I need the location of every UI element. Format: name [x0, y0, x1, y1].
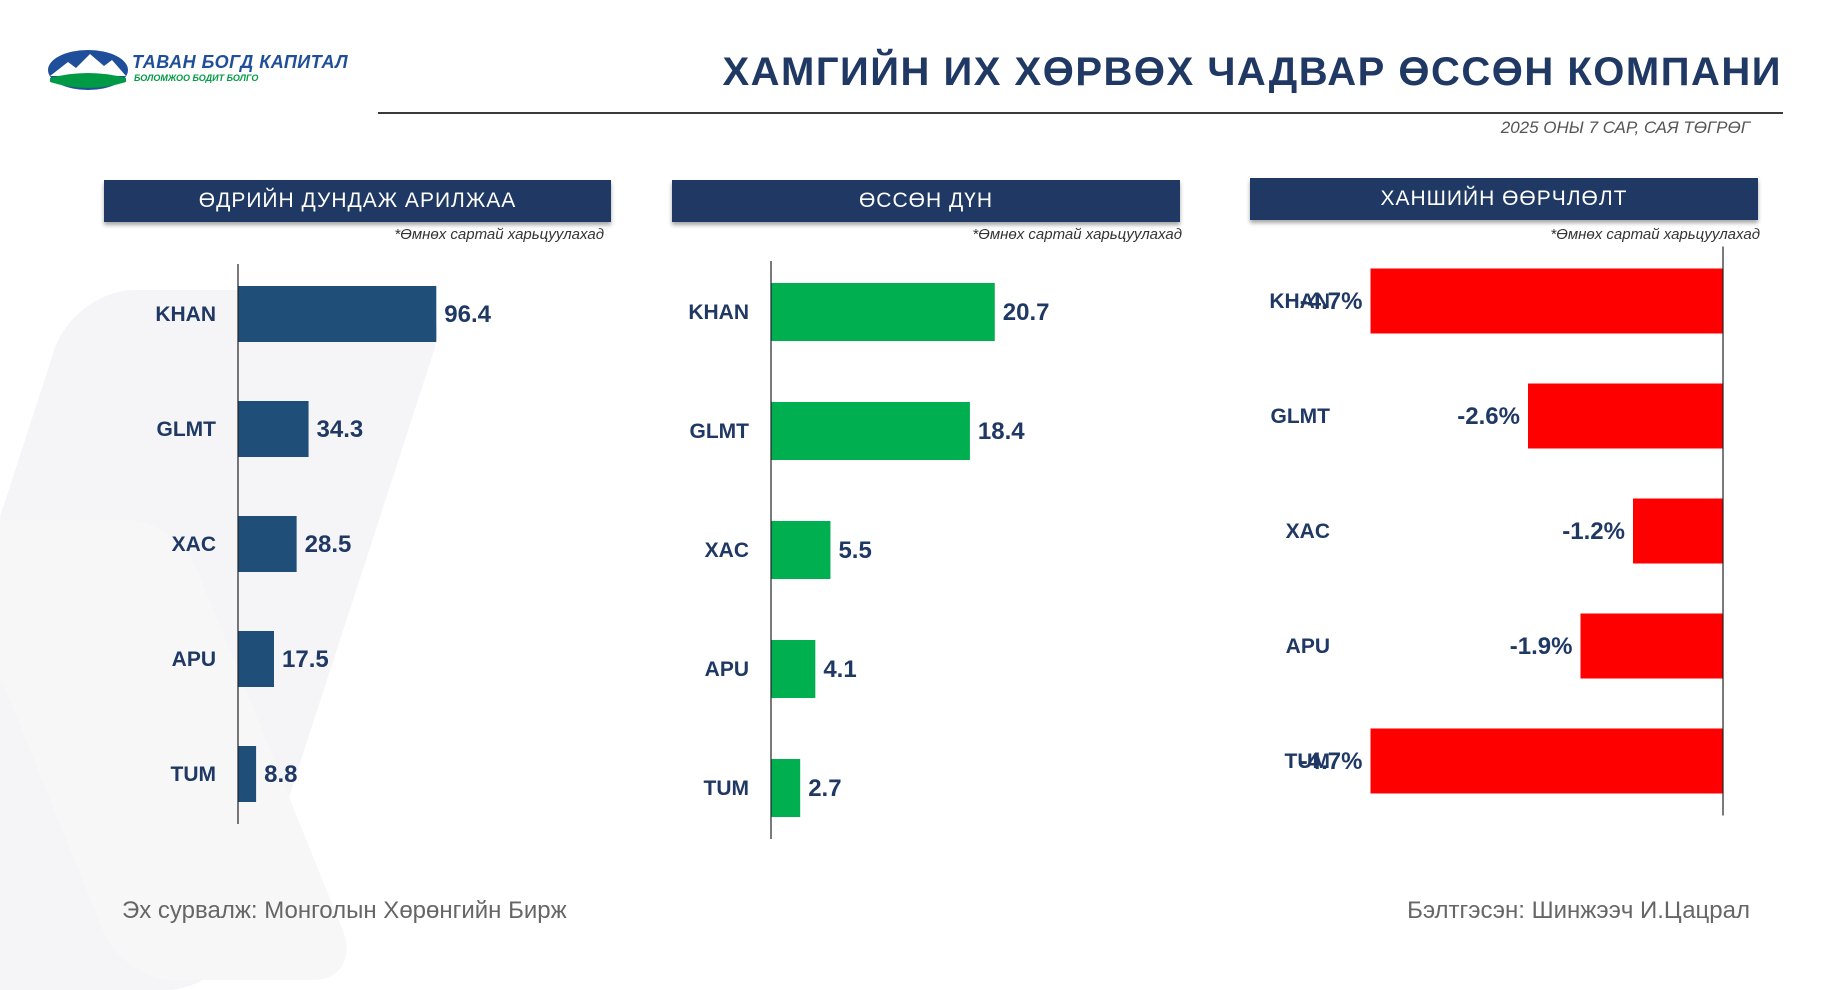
page-title: ХАМГИЙН ИХ ХӨРВӨХ ЧАДВАР ӨССӨН КОМПАНИ — [722, 50, 1782, 94]
data-label-glmt: 18.4 — [978, 418, 1025, 445]
daily-trade-chart: KHAN 96.4 GLMT 34.3 XAC 28.5 APU 17.5 TUM 8.8 — [155, 264, 492, 824]
category-label-khan: KHAN — [1269, 290, 1330, 313]
bar-apu — [238, 631, 274, 687]
category-label-khan: KHAN — [688, 301, 749, 324]
bar-xac — [238, 516, 297, 572]
logo-tagline: БОЛОМЖОО БОДИТ БОЛГО — [134, 73, 259, 83]
title-divider — [378, 112, 1783, 114]
data-label-xac: -1.2% — [1562, 518, 1625, 545]
source-note: Эх сурвалж: Монголын Хөрөнгийн Бирж — [122, 897, 567, 924]
bar-xac — [771, 521, 831, 579]
bar-glmt — [1528, 383, 1723, 449]
panel-note-growth: *Өмнөх сартай харьцуулахад — [972, 226, 1182, 243]
category-label-glmt: GLMT — [157, 418, 217, 441]
mountain-logo-icon — [48, 50, 128, 90]
data-label-khan: 96.4 — [444, 301, 491, 328]
page-subtitle: 2025 ОНЫ 7 САР, САЯ ТӨГРӨГ — [1500, 118, 1750, 137]
data-label-khan: -4.7% — [1300, 288, 1363, 315]
bar-tum — [1370, 728, 1723, 794]
category-label-tum: TUM — [1285, 750, 1331, 773]
category-label-tum: TUM — [704, 777, 750, 800]
category-label-xac: XAC — [705, 539, 749, 562]
data-label-xac: 5.5 — [838, 537, 871, 564]
panel-header-growth: ӨССӨН ДҮН — [672, 180, 1180, 222]
growth-chart: KHAN 20.7 GLMT 18.4 XAC 5.5 APU 4.1 TUM 2.7 — [688, 261, 1050, 839]
category-label-glmt: GLMT — [1271, 405, 1331, 428]
data-label-glmt: -2.6% — [1457, 403, 1520, 430]
logo-name: ТАВАН БОГД КАПИТАЛ — [132, 52, 349, 72]
category-label-apu: APU — [1286, 635, 1330, 658]
data-label-xac: 28.5 — [305, 531, 352, 558]
bar-glmt — [238, 401, 309, 457]
data-label-tum: 2.7 — [808, 775, 841, 802]
data-label-apu: 17.5 — [282, 646, 329, 673]
bar-khan — [771, 283, 995, 341]
company-logo: ТАВАН БОГД КАПИТАЛ БОЛОМЖОО БОДИТ БОЛГО — [46, 46, 349, 92]
bar-glmt — [771, 402, 970, 460]
panel-note-daily-trade: *Өмнөх сартай харьцуулахад — [394, 226, 604, 243]
bar-khan — [238, 286, 437, 342]
panel-header-daily-trade: ӨДРИЙН ДУНДАЖ АРИЛЖАА — [104, 180, 611, 222]
bar-tum — [771, 759, 801, 817]
category-label-khan: KHAN — [155, 303, 216, 326]
category-label-apu: APU — [705, 658, 749, 681]
bar-tum — [238, 746, 257, 802]
data-label-apu: -1.9% — [1510, 633, 1573, 660]
price-change-chart: KHAN-4.7%GLMT -2.6%XAC -1.2%APU -1.9%TUM-4.… — [1269, 246, 1724, 816]
data-label-tum: 8.8 — [264, 761, 297, 788]
category-label-xac: XAC — [172, 533, 216, 556]
data-label-glmt: 34.3 — [317, 416, 364, 443]
category-label-xac: XAC — [1286, 520, 1330, 543]
bar-apu — [771, 640, 816, 698]
prepared-by-note: Бэлтгэсэн: Шинжээч И.Цацрал — [1407, 897, 1750, 924]
data-label-khan: 20.7 — [1003, 299, 1050, 326]
bar-khan — [1370, 268, 1723, 334]
panel-note-price-change: *Өмнөх сартай харьцуулахад — [1550, 226, 1760, 243]
bar-xac — [1633, 498, 1723, 564]
category-label-tum: TUM — [171, 763, 217, 786]
data-label-tum: -4.7% — [1300, 748, 1363, 775]
bar-apu — [1580, 613, 1723, 679]
data-label-apu: 4.1 — [823, 656, 856, 683]
category-label-apu: APU — [172, 648, 216, 671]
category-label-glmt: GLMT — [690, 420, 750, 443]
panel-header-price-change: ХАНШИЙН ӨӨРЧЛӨЛТ — [1250, 178, 1758, 220]
